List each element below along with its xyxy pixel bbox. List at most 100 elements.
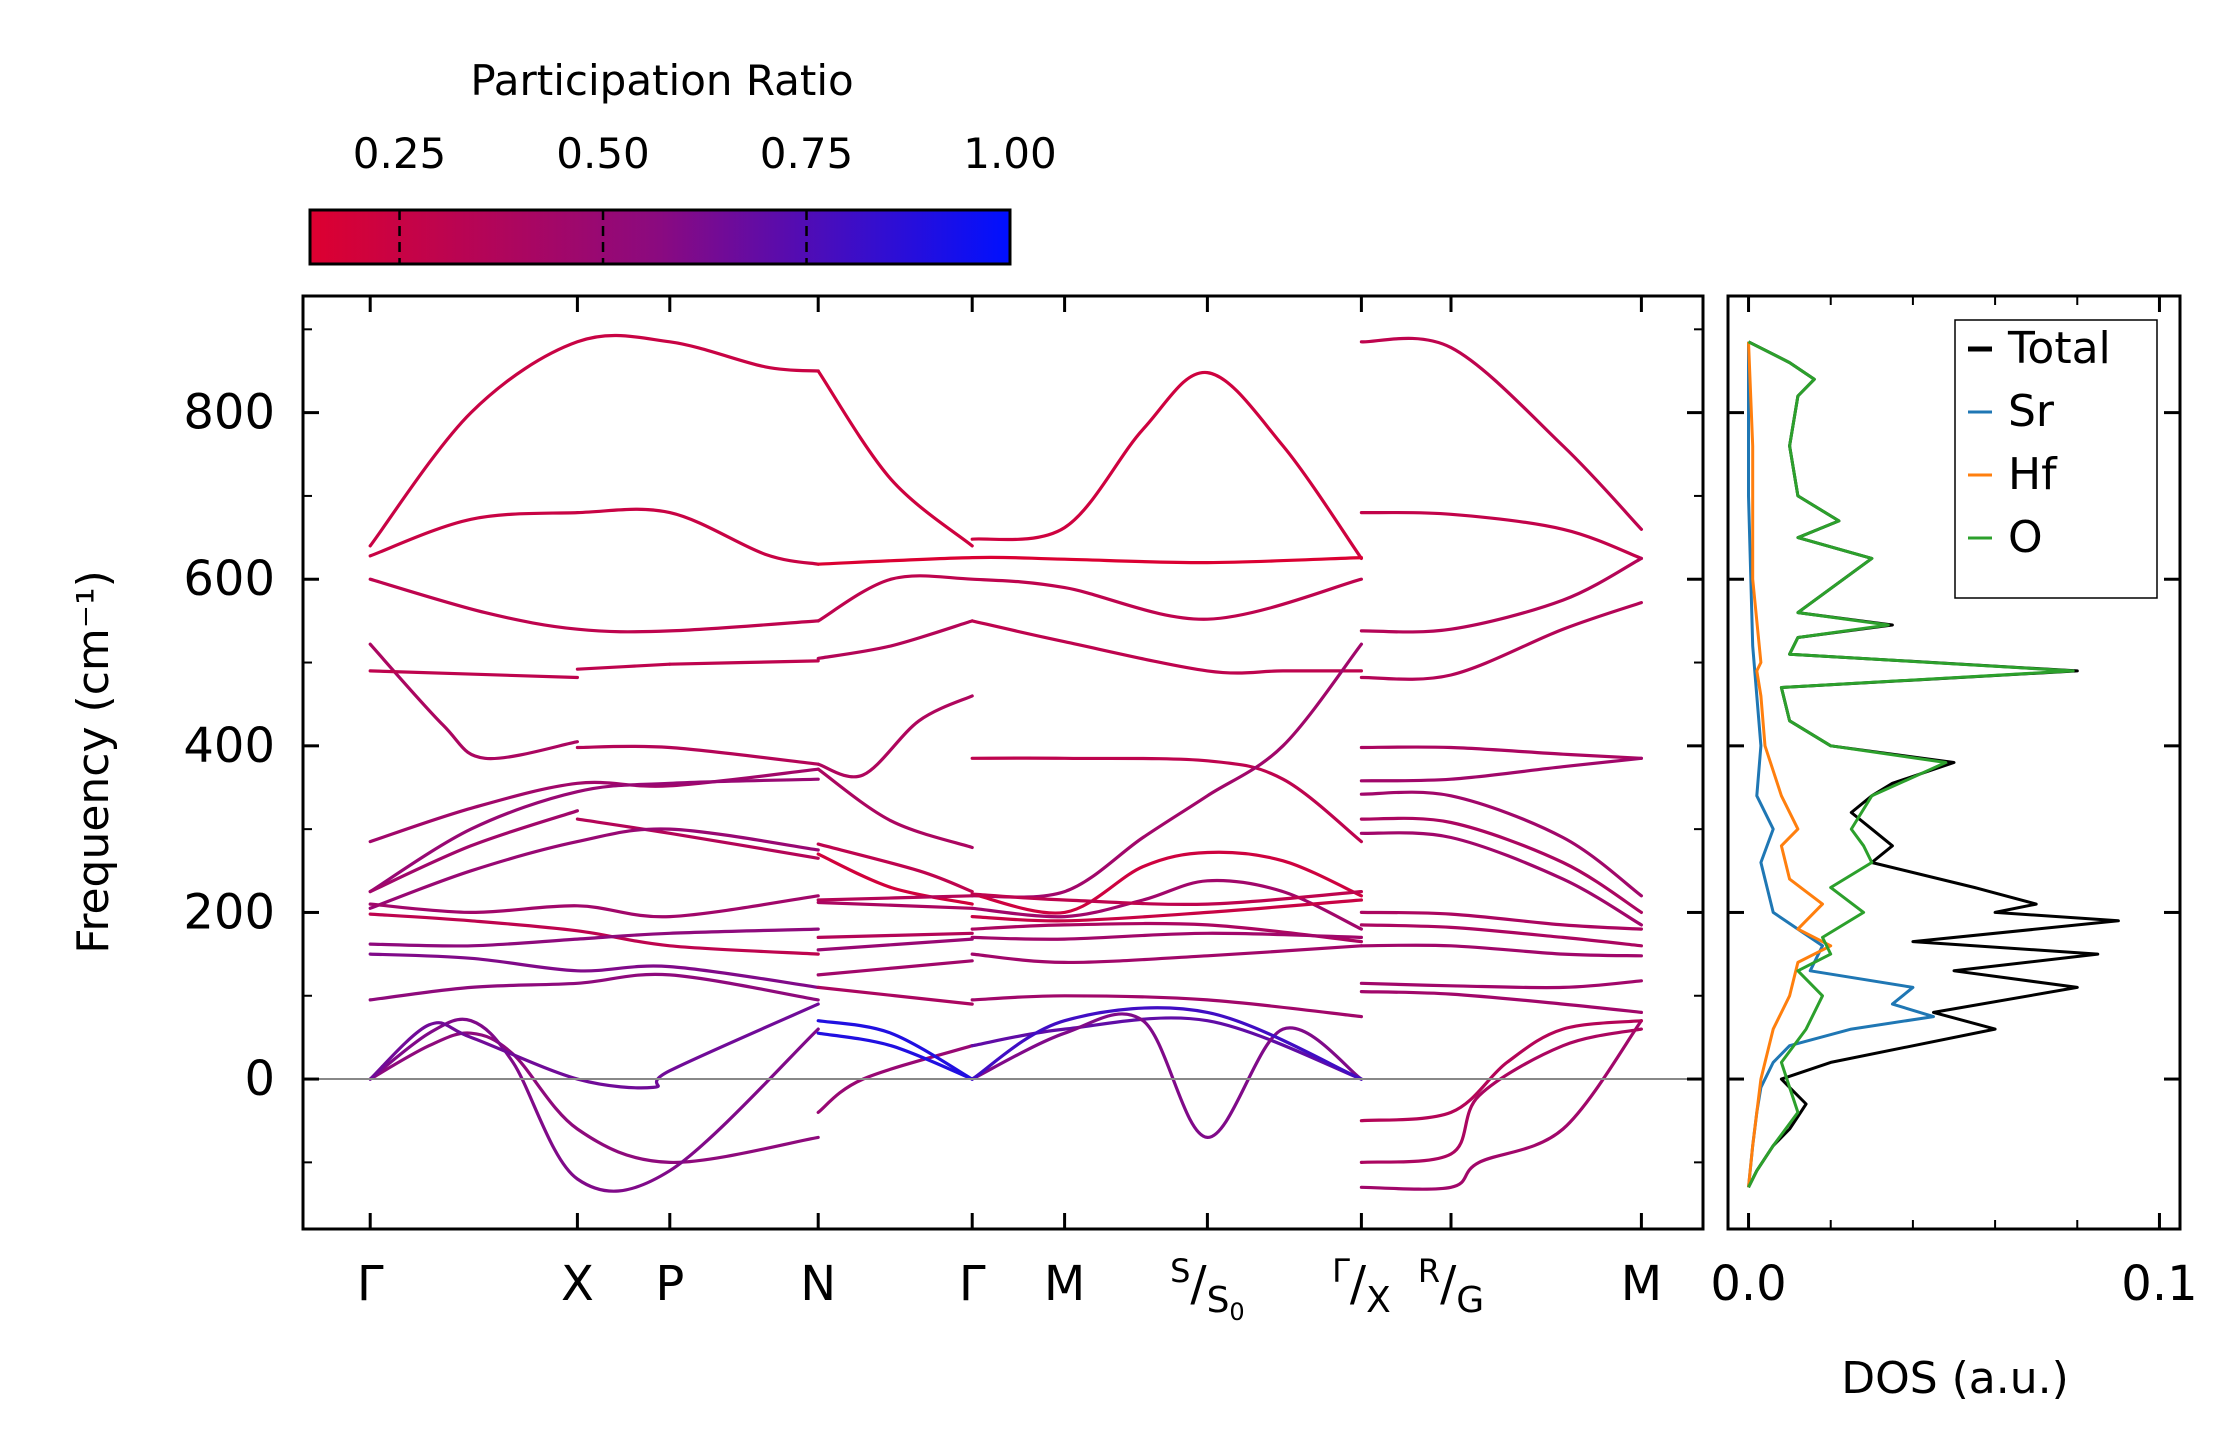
band-low-2	[368, 912, 820, 956]
dos-legend: Total Sr Hf O	[1954, 319, 2158, 599]
band-acoustic-3	[368, 1002, 820, 1090]
band-low-5	[1359, 990, 1643, 1014]
band-mid-4	[970, 890, 1363, 906]
band-y-tick-label: 800	[183, 385, 275, 441]
dos-panel: 0.0 0.1 DOS (a.u.) Total Sr Hf O	[1710, 294, 2198, 1404]
dos-series-hf	[1747, 341, 1833, 1188]
colorbar-tick-label: 0.25	[353, 129, 447, 178]
band-mid-1	[970, 642, 1363, 899]
band-optic-520	[575, 744, 820, 766]
band-acoustic-1	[1359, 1019, 1643, 1191]
colorbar-tick-label: 1.00	[963, 129, 1057, 178]
band-acoustic-2	[368, 1017, 820, 1193]
dos-series-o	[1747, 340, 2075, 1188]
band-mid-2	[970, 850, 1363, 915]
band-optic-520	[970, 756, 1363, 844]
band-lines	[368, 333, 1643, 1193]
band-low-4	[368, 952, 820, 989]
band-mid-4	[816, 894, 974, 902]
band-mid-1	[816, 767, 974, 850]
legend-label: Hf	[2008, 449, 2058, 500]
band-acoustic-3	[1359, 1019, 1643, 1123]
band-low-3	[970, 931, 1363, 941]
band-mid-2	[1359, 790, 1643, 898]
band-acoustic-2	[816, 1019, 974, 1081]
colorbar-gradient	[308, 208, 1012, 266]
band-optic-490	[368, 669, 579, 680]
band-low-1	[816, 900, 974, 910]
band-acoustic-3	[816, 1031, 974, 1081]
colorbar-ticks: 0.25 0.50 0.75 1.00	[353, 129, 1057, 264]
band-low-2	[1359, 923, 1643, 948]
band-acoustic-2	[970, 1012, 1363, 1140]
band-low-5	[970, 994, 1363, 1019]
legend-label: Total	[2007, 323, 2111, 374]
legend-label: O	[2008, 512, 2043, 563]
dos-x-tick-label: 0.0	[1710, 1256, 1786, 1312]
k-point-label: M	[1621, 1256, 1662, 1312]
legend-box	[1954, 319, 2158, 599]
band-y-tick-label: 600	[183, 551, 275, 607]
band-optic-top-1	[970, 370, 1363, 560]
band-y-ticks: 0 200 400 600 800	[183, 328, 1703, 1164]
band-optic-top-1	[816, 369, 974, 548]
band-optic-490	[575, 662, 672, 671]
band-optic-top-2	[1359, 510, 1643, 560]
k-point-label: Γ	[959, 1256, 986, 1312]
band-optic-600	[368, 577, 820, 634]
band-mid-4	[1359, 831, 1643, 927]
band-low-3	[368, 927, 820, 948]
colorbar: Participation Ratio 0.25 0.50 0.75 1.00	[308, 56, 1057, 266]
band-low-5	[816, 985, 974, 1006]
band-mid-2	[368, 777, 820, 894]
colorbar-tick-label: 0.50	[556, 129, 650, 178]
band-mid-2	[816, 842, 974, 894]
band-y-tick-label: 400	[183, 718, 275, 774]
dos-series-sr	[1747, 341, 1935, 1188]
dos-x-tick-label: 0.1	[2121, 1256, 2197, 1312]
band-panel: 0 200 400 600 800 Γ X P N Γ M S/S0 Γ/X R/G M Frequenc…	[68, 294, 1705, 1326]
band-acoustic-3	[970, 1006, 1363, 1081]
band-low-2	[816, 931, 974, 939]
colorbar-title: Participation Ratio	[470, 56, 853, 105]
band-optic-490	[816, 619, 974, 660]
band-optic-top-2	[368, 507, 820, 566]
band-optic-top-1	[368, 333, 820, 548]
legend-label: Sr	[2008, 386, 2055, 437]
band-y-axis-label: Frequency (cm⁻¹)	[68, 570, 119, 954]
band-low-3	[816, 937, 974, 952]
dos-axes-frame	[1726, 294, 2182, 1231]
band-low-1	[368, 894, 820, 919]
band-acoustic-1	[970, 1016, 1363, 1081]
band-optic-490	[970, 619, 1363, 675]
band-mid-3	[970, 878, 1363, 931]
band-acoustic-2	[1359, 1027, 1643, 1164]
band-mid-3	[816, 852, 974, 906]
band-acoustic-1	[816, 1044, 974, 1114]
k-point-label: Γ/X	[1332, 1252, 1391, 1321]
band-optic-top-2	[816, 555, 1363, 566]
band-optic-490	[668, 659, 820, 666]
dos-ticks: 0.0 0.1	[1710, 296, 2198, 1312]
band-mid-3	[575, 817, 820, 860]
band-low-1	[1359, 910, 1643, 931]
band-y-tick-label: 200	[183, 884, 275, 940]
band-optic-520	[1359, 745, 1643, 760]
band-x-ticks: Γ X P N Γ M S/S0 Γ/X R/G M	[357, 296, 1662, 1326]
colorbar-tick-label: 0.75	[760, 129, 854, 178]
band-optic-top-1	[1359, 336, 1643, 531]
band-mid-3	[368, 809, 579, 894]
k-point-label: M	[1044, 1256, 1085, 1312]
band-low-3	[1359, 943, 1643, 958]
band-low-4	[816, 959, 974, 977]
band-axes-frame	[301, 294, 1705, 1231]
band-mid-1	[1359, 756, 1643, 783]
k-point-label: X	[561, 1256, 594, 1312]
k-point-label: P	[655, 1256, 684, 1312]
band-y-tick-label: 0	[244, 1051, 275, 1107]
band-low-4	[1359, 979, 1643, 990]
band-mid-4	[368, 827, 820, 910]
band-optic-520	[368, 642, 579, 761]
band-low-5	[368, 972, 820, 1002]
